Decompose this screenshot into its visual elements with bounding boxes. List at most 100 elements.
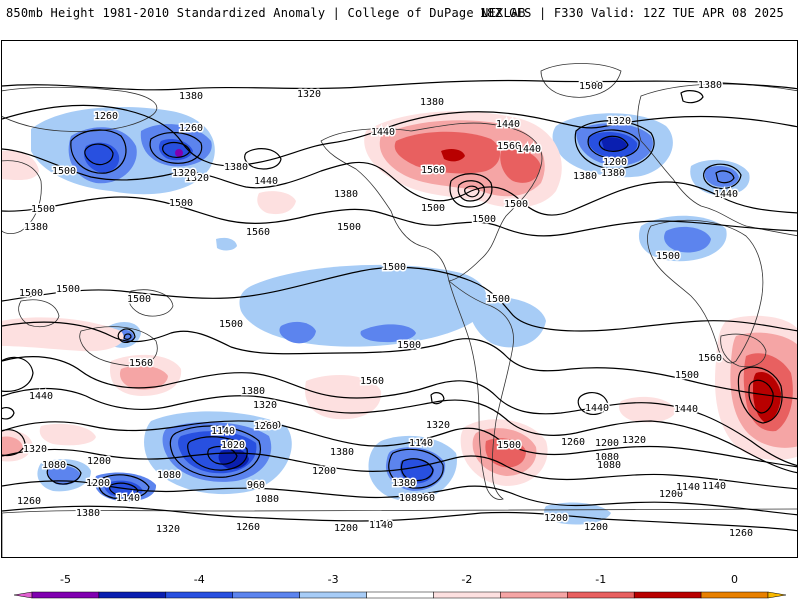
- contour-label: 1560: [698, 353, 722, 364]
- contour-label: 1200: [595, 438, 619, 449]
- contour-label: 1500: [579, 81, 603, 92]
- contour-label: 1440: [714, 189, 738, 200]
- contour-label: 1020: [221, 440, 245, 451]
- contour-labels: 1380 1320 1260 1380 1320 1440 1500 1380 1440 1500…: [15, 79, 754, 541]
- color-scale-legend: -5-4-3-2-1012345: [13, 573, 787, 599]
- contour-label: 1380: [601, 168, 625, 179]
- colorbar-min-arrow: [13, 591, 33, 599]
- contour-label: 1260: [254, 421, 278, 432]
- contour-label: 1500: [472, 214, 496, 225]
- contour-label: 1080: [595, 452, 619, 463]
- contour-label: 1380: [420, 97, 444, 108]
- contour-label: 1440: [517, 144, 541, 155]
- contour-label: 1260: [179, 123, 203, 134]
- contour-label: 1560: [421, 165, 445, 176]
- contour-label: 1200: [603, 157, 627, 168]
- colorbar-tick-label: 0: [731, 573, 738, 586]
- contour-label: 1500: [337, 222, 361, 233]
- contour-label: 1140: [702, 481, 726, 492]
- contour-label: 1260: [236, 522, 260, 533]
- colorbar-segment: [633, 591, 702, 599]
- contour-label: 1500: [219, 319, 243, 330]
- contour-label: 1320: [622, 435, 646, 446]
- contour-label: 1380: [330, 447, 354, 458]
- contour-label: 1500: [169, 198, 193, 209]
- contour-label: 1440: [585, 403, 609, 414]
- contour-label: 1380: [224, 162, 248, 173]
- contour-label: 1440: [371, 127, 395, 138]
- contour-label: 1560: [246, 227, 270, 238]
- contour-label: 1200: [584, 522, 608, 533]
- anomaly-map[interactable]: 1380 1320 1260 1380 1320 1440 1500 1380 1440 1500…: [1, 40, 798, 558]
- contour-label: 1320: [253, 400, 277, 411]
- colorbar-segment: [567, 591, 635, 599]
- colorbar-segment: [232, 591, 300, 599]
- contour-label: 1440: [29, 391, 53, 402]
- colorbar-segment: [299, 591, 367, 599]
- contour-label: 1500: [382, 262, 406, 273]
- contour-label: 1500: [497, 440, 521, 451]
- contour-label: 1320: [23, 444, 47, 455]
- colorbar-segment: [700, 591, 769, 599]
- contour-label: 1380: [334, 189, 358, 200]
- contour-label: 1380: [392, 478, 416, 489]
- contour-label: 1140: [116, 493, 140, 504]
- contour-label: 1500: [421, 203, 445, 214]
- contour-label: 1560: [360, 376, 384, 387]
- contour-label: 1440: [496, 119, 520, 130]
- contour-label: 1500: [127, 294, 151, 305]
- contour-label: 1320: [426, 420, 450, 431]
- contour-label: 1500: [504, 199, 528, 210]
- contour-label: 1380: [241, 386, 265, 397]
- contour-label: 1140: [676, 482, 700, 493]
- contour-label: 1260: [561, 437, 585, 448]
- contour-label: 1260: [94, 111, 118, 122]
- colorbar-tick-label: -1: [595, 573, 606, 586]
- contour-label: 1200: [312, 466, 336, 477]
- contour-label: 1260: [17, 496, 41, 507]
- height-contours: [2, 79, 797, 532]
- contour-label: 1140: [409, 438, 433, 449]
- contour-label: 1500: [56, 284, 80, 295]
- contour-label: 960: [247, 480, 265, 491]
- contour-label: 1080: [42, 460, 66, 471]
- contour-label: 1080: [597, 460, 621, 471]
- contour-label: 1380: [179, 91, 203, 102]
- contour-label: 1500: [31, 204, 55, 215]
- contour-label: 1380: [24, 222, 48, 233]
- contour-label: 1560: [497, 141, 521, 152]
- negative-anomaly-shading: [31, 106, 750, 525]
- colorbar-segment: [165, 591, 233, 599]
- model-run-info: 18Z GFS | F330 Valid: 12Z TUE APR 08 202…: [479, 6, 784, 20]
- contour-label: 1140: [211, 426, 235, 437]
- contour-label: 1080: [399, 493, 423, 504]
- contour-label: 1200: [87, 456, 111, 467]
- contour-label: 1380: [76, 508, 100, 519]
- contour-label: 1260: [729, 528, 753, 539]
- contour-label: 1440: [674, 404, 698, 415]
- contour-label: 1500: [486, 294, 510, 305]
- contour-label: 1140: [369, 520, 393, 531]
- contour-label: 1260: [257, 420, 281, 431]
- contour-label: 1440: [254, 176, 278, 187]
- colorbar-segment: [433, 591, 501, 599]
- contour-label: 1200: [659, 489, 683, 500]
- colorbar-tick-label: -3: [328, 573, 339, 586]
- colorbar-segment: [98, 591, 167, 599]
- color-scale-ticks: -5-4-3-2-1012345: [60, 573, 738, 586]
- colorbar-tick-label: -2: [461, 573, 472, 586]
- contour-label: 1200: [544, 513, 568, 524]
- contour-label: 1500: [52, 166, 76, 177]
- colorbar-segment: [31, 591, 100, 599]
- contour-label: 1320: [185, 173, 209, 184]
- colorbar-segment: [366, 591, 434, 599]
- contour-label: 1380: [698, 80, 722, 91]
- colorbar-segment: [500, 591, 568, 599]
- colorbar-tick-label: -5: [60, 573, 71, 586]
- map-canvas: 1380 1320 1260 1380 1320 1440 1500 1380 1440 1500…: [2, 63, 797, 557]
- contour-label: 960: [417, 493, 435, 504]
- contour-label: 1560: [129, 358, 153, 369]
- contour-label: 1200: [334, 523, 358, 534]
- contour-label: 1500: [397, 340, 421, 351]
- contour-label: 1080: [157, 470, 181, 481]
